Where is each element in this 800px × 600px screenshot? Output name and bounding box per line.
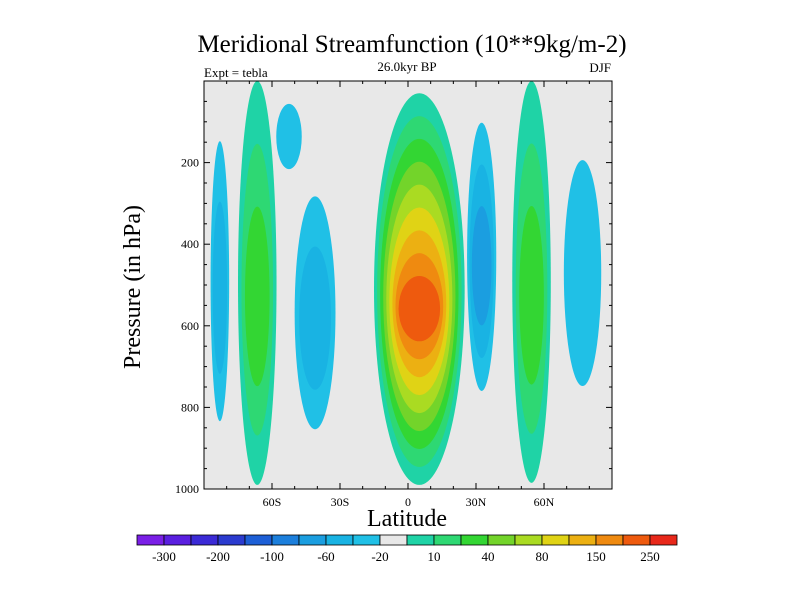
plot-area [203,80,613,490]
colorbar-box [433,534,462,546]
cell-sh-polar-negative-level--40 [212,201,228,374]
x-tick-label: 30N [466,495,487,509]
colorbar-box [541,534,570,546]
colorbar-label: 40 [482,549,495,564]
y-axis-label: Pressure (in hPa) [120,205,146,369]
colorbar-box [595,534,624,546]
y-tick-label: 600 [181,319,199,333]
colorbar: -300 -200 -100 -60 -20 10 40 80 150 250 [136,534,678,564]
colorbar-label: -100 [260,549,284,564]
colorbar-box [568,534,597,546]
colorbar-label: 250 [640,549,660,564]
y-tick-label: 400 [181,237,199,251]
colorbar-box [487,534,516,546]
colorbar-box [217,534,246,546]
time-label: 26.0kyr BP [377,59,436,74]
colorbar-box [406,534,435,546]
colorbar-box [163,534,192,546]
colorbar-label: -300 [152,549,176,564]
cell-sh-upper-negative-level--20 [276,103,302,170]
x-axis-label: Latitude [367,506,447,532]
cell-hadley-positive-level-250 [398,276,441,342]
colorbar-label: 80 [536,549,549,564]
colorbar-box [514,534,543,546]
colorbar-box [190,534,219,546]
colorbar-box [244,534,273,546]
y-tick-label: 200 [181,156,199,170]
x-tick-label: 60N [534,495,555,509]
cell-nh-ferrel-positive-level-40 [519,206,544,385]
colorbar-box [298,534,327,546]
season-label: DJF [589,60,611,75]
colorbar-label: -20 [371,549,388,564]
colorbar-label: -200 [206,549,230,564]
y-axis: 200 400 600 800 1000 [175,100,612,496]
x-tick-label: 60S [263,495,282,509]
x-axis: 60S 30S 0 30N 60N [226,81,590,509]
y-tick-label: 1000 [175,482,199,496]
cell-sh-ferrel-positive-level-40 [244,206,270,387]
colorbar-label: -60 [317,549,334,564]
colorbar-box [136,534,165,546]
contour-fields [208,81,608,485]
colorbar-label: 150 [586,549,606,564]
colorbar-box [379,534,408,546]
colorbar-box [622,534,651,546]
cell-nh-hadley-negative-level--60 [471,206,492,326]
colorbar-box [271,534,300,546]
cell-sh-subtropical-negative-level--40 [299,246,331,390]
colorbar-box [649,534,678,546]
colorbar-box [352,534,381,546]
colorbar-box [325,534,354,546]
chart-title: Meridional Streamfunction (10**9kg/m-2) [197,31,626,58]
colorbar-box [460,534,489,546]
colorbar-label: 10 [428,549,441,564]
x-tick-label: 0 [405,495,411,509]
y-tick-label: 800 [181,400,199,414]
cell-nh-polar-negative-level--20 [563,160,602,387]
experiment-label: Expt = tebla [204,65,268,80]
x-tick-label: 30S [331,495,350,509]
